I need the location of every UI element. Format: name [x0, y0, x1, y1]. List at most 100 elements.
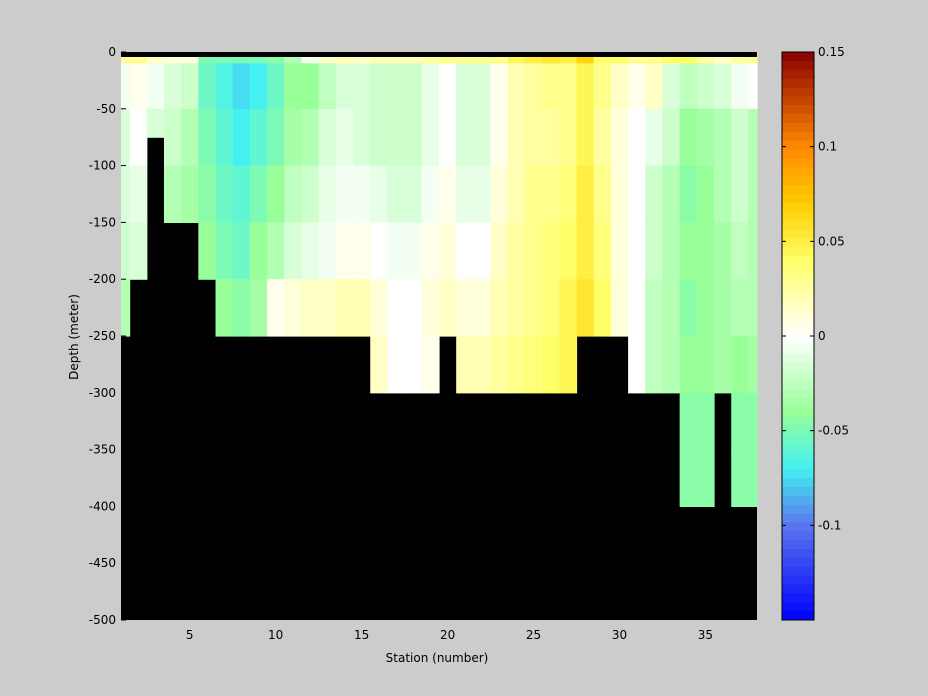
heatmap-cell [232, 108, 251, 167]
colorbar-swatch [782, 362, 814, 372]
heatmap-cell [696, 449, 715, 507]
heatmap-cell [524, 165, 543, 223]
colorbar-tick-label: 0.05 [818, 234, 845, 248]
heatmap-cell [284, 279, 303, 337]
heatmap-cell [714, 52, 732, 64]
colorbar-swatch [782, 131, 814, 142]
heatmap-cell [542, 222, 560, 280]
colorbar-swatch [782, 202, 814, 213]
heatmap-cell [645, 63, 664, 110]
colorbar-swatch [782, 60, 814, 71]
heatmap-cell [696, 165, 715, 223]
heatmap-cell [610, 108, 629, 167]
heatmap-cell [335, 165, 354, 223]
colorbar-swatch [782, 282, 814, 293]
y-tick-label: 0 [108, 45, 116, 59]
heatmap-cell [198, 222, 217, 280]
heatmap-cell [439, 63, 457, 110]
heatmap-cell [628, 222, 646, 280]
heatmap-cell [370, 222, 389, 280]
colorbar-swatch [782, 78, 814, 88]
heatmap-cell [370, 108, 389, 167]
colorbar-swatch [782, 451, 814, 461]
x-tick-label: 15 [354, 628, 369, 642]
heatmap-cell [146, 108, 165, 138]
heatmap-cell [524, 222, 543, 280]
colorbar-swatch [782, 389, 814, 399]
heatmap-cell [215, 222, 234, 280]
heatmap-cell [249, 52, 268, 64]
heatmap-cell [490, 165, 509, 223]
heatmap-cell [387, 52, 406, 64]
heatmap-cell [714, 63, 732, 110]
heatmap-cell [353, 52, 371, 64]
surface-line [121, 52, 757, 57]
heatmap-cell [593, 222, 612, 280]
heatmap-cell [267, 52, 285, 64]
heatmap-cell [490, 108, 509, 167]
heatmap-cell [542, 108, 560, 167]
heatmap-cell [301, 52, 320, 64]
heatmap-cell [662, 222, 681, 280]
colorbar-swatch [782, 158, 814, 168]
heatmap-cell [507, 52, 526, 64]
heatmap-cell [473, 279, 492, 337]
heatmap-cell [696, 222, 715, 280]
heatmap-cell [456, 63, 474, 110]
colorbar-swatch [782, 238, 814, 248]
y-tick-label: -300 [89, 386, 116, 400]
x-axis-label: Station (number) [386, 651, 489, 665]
heatmap-cell [121, 279, 131, 337]
heatmap-cell [731, 392, 750, 451]
heatmap-cell [387, 108, 406, 167]
heatmap-cell [524, 279, 543, 337]
y-tick-label: -400 [89, 499, 116, 513]
heatmap-cell [490, 279, 509, 337]
heatmap-cell [731, 279, 750, 337]
colorbar-swatch [782, 273, 814, 284]
heatmap-cell [215, 108, 234, 167]
heatmap-cell [731, 222, 750, 280]
colorbar-swatch [782, 353, 814, 364]
heatmap-cell [507, 336, 526, 394]
heatmap-cell [679, 52, 698, 64]
x-tick-label: 30 [612, 628, 627, 642]
colorbar-swatch [782, 105, 814, 115]
heatmap-cell [318, 279, 337, 337]
heatmap-cell [335, 52, 354, 64]
colorbar-swatch [782, 478, 814, 488]
heatmap-cell [679, 336, 698, 394]
heatmap-cell [353, 279, 371, 337]
heatmap-cell [387, 63, 406, 110]
heatmap-cell [524, 52, 543, 64]
heatmap-cell [181, 165, 199, 223]
heatmap-cell [524, 63, 543, 110]
colorbar-swatch [782, 194, 814, 204]
heatmap-cell [215, 52, 234, 64]
heatmap-cell [121, 165, 131, 223]
heatmap-cell [284, 108, 303, 167]
colorbar-swatch [782, 584, 814, 594]
heatmap-cell [198, 52, 217, 64]
heatmap-cell [301, 165, 320, 223]
heatmap-cell [645, 165, 664, 223]
colorbar-swatch [782, 247, 814, 257]
heatmap-cell [284, 52, 303, 64]
heatmap-cell [731, 336, 750, 394]
y-tick-label: -350 [89, 443, 116, 457]
colorbar-swatch [782, 513, 814, 523]
heatmap-cell [439, 165, 457, 223]
colorbar-swatch [782, 433, 814, 443]
heatmap-cell [353, 222, 371, 280]
heatmap-cell [748, 52, 758, 64]
heatmap-cell [714, 108, 732, 167]
x-tick-label: 35 [698, 628, 713, 642]
heatmap-cell [421, 279, 440, 337]
heatmap-cell [318, 222, 337, 280]
heatmap-cell [593, 52, 612, 64]
heatmap-cell [404, 279, 423, 337]
heatmap-cell [662, 52, 681, 64]
heatmap-cell [610, 222, 629, 280]
heatmap-cell [121, 63, 131, 110]
colorbar-swatch [782, 531, 814, 541]
